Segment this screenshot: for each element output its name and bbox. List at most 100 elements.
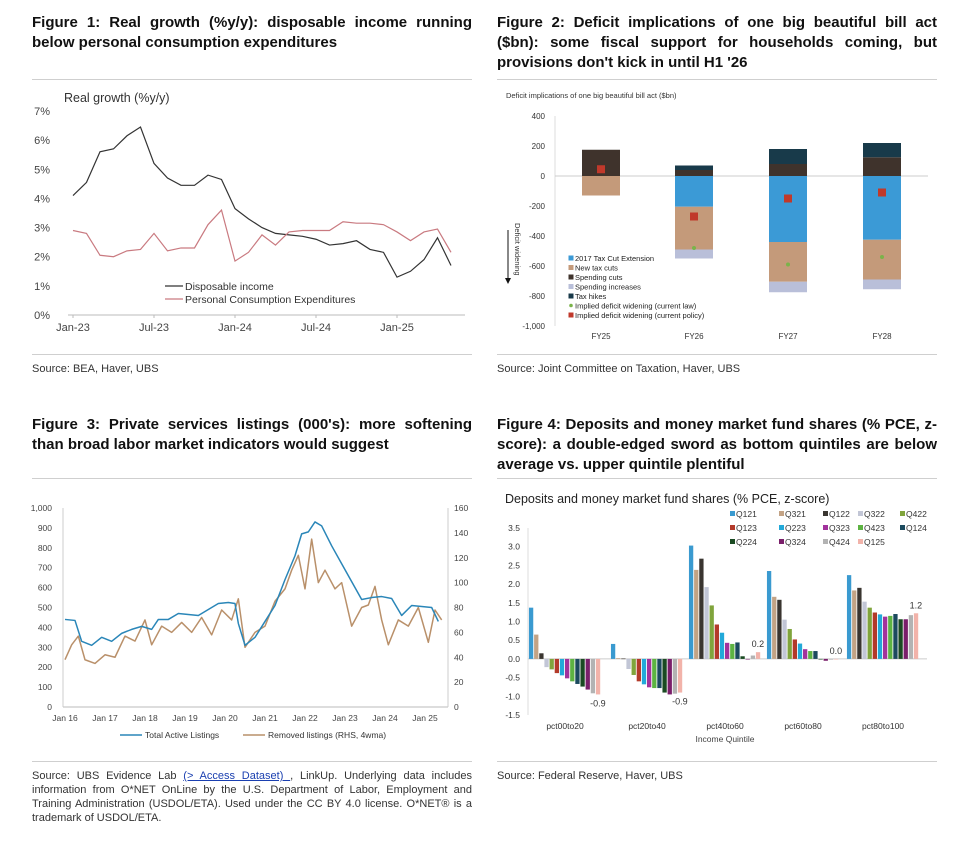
y-tick-label: 800 xyxy=(38,543,52,553)
divider xyxy=(497,478,937,479)
x-tick-label: Jan-25 xyxy=(380,322,414,334)
x-tick-label: FY27 xyxy=(778,332,798,341)
bar xyxy=(787,628,792,659)
bar xyxy=(862,601,867,659)
y-tick-label: 5% xyxy=(34,164,50,176)
x-tick-label: Jan 21 xyxy=(252,713,278,723)
y-tick-label: -200 xyxy=(529,202,546,211)
bar xyxy=(719,632,725,659)
bar xyxy=(808,651,813,659)
data-label: 0.0 xyxy=(830,646,843,656)
legend-swatch xyxy=(568,312,574,318)
marker-current-policy xyxy=(878,188,886,197)
bar-segment xyxy=(769,242,807,282)
y-tick-label: 2% xyxy=(34,252,50,264)
bar xyxy=(652,658,657,689)
figure-1-title: Figure 1: Real growth (%y/y): disposable… xyxy=(32,14,472,51)
chart-title: Deficit implications of one big beautifu… xyxy=(506,91,677,100)
figure-4-source: Source: Federal Reserve, Haver, UBS xyxy=(497,770,683,782)
bar-segment xyxy=(863,157,901,176)
legend-swatch xyxy=(569,303,573,308)
x-tick-label: pct80to100 xyxy=(862,721,904,731)
bar xyxy=(626,658,631,669)
legend-label: Q321 xyxy=(785,509,806,519)
y-tick-label: 2.0 xyxy=(508,579,520,589)
legend-swatch xyxy=(900,525,905,530)
bar xyxy=(694,569,699,659)
source-suffix: , LinkUp. Underlying data includes infor… xyxy=(32,770,472,824)
legend-swatch xyxy=(568,274,574,280)
bar xyxy=(792,639,797,659)
legend-swatch xyxy=(823,539,828,544)
bar-segment xyxy=(582,176,620,196)
bar xyxy=(797,643,803,659)
divider xyxy=(32,79,472,80)
y-tick-label: 1.5 xyxy=(508,598,520,608)
bar-segment xyxy=(863,143,901,158)
bar xyxy=(888,615,893,659)
y-tick-label: 7% xyxy=(34,106,50,118)
y-tick-label: -800 xyxy=(529,292,546,301)
bar xyxy=(554,658,559,674)
bar xyxy=(662,658,667,693)
x-tick-label: Jan 25 xyxy=(412,713,438,723)
legend-label: Q423 xyxy=(864,523,885,533)
series-line-disposable-income xyxy=(72,126,452,278)
x-tick-label: Jul-23 xyxy=(139,322,169,334)
divider xyxy=(497,354,937,355)
y-tick-label: 4% xyxy=(34,193,50,205)
bar xyxy=(735,642,740,659)
x-tick-label: FY28 xyxy=(872,332,892,341)
legend-swatch xyxy=(568,293,574,299)
bar xyxy=(857,587,862,659)
bar-segment xyxy=(769,164,807,176)
legend-label: Q124 xyxy=(906,523,927,533)
x-tick-label: Jan 17 xyxy=(92,713,118,723)
bar xyxy=(677,658,683,693)
y-tick-label: 1,000 xyxy=(31,503,53,513)
divider xyxy=(32,478,472,479)
bar xyxy=(803,649,808,659)
figure-4-chart: Deposits and money market fund shares (%… xyxy=(505,492,927,744)
legend-swatch xyxy=(779,525,784,530)
y-tick-label: 700 xyxy=(38,563,52,573)
bar xyxy=(725,642,730,659)
bar xyxy=(528,607,534,659)
bar xyxy=(883,616,888,659)
bar xyxy=(688,545,694,659)
bar xyxy=(823,658,828,661)
bar xyxy=(647,658,652,688)
legend-label: Q323 xyxy=(829,523,850,533)
x-tick-label: FY25 xyxy=(591,332,611,341)
x-tick-label: pct60to80 xyxy=(784,721,822,731)
legend-swatch xyxy=(858,539,863,544)
chart-title: Deposits and money market fund shares (%… xyxy=(505,492,829,506)
bar xyxy=(641,658,647,685)
bar xyxy=(580,658,585,687)
legend-label: Spending increases xyxy=(575,283,641,292)
bar xyxy=(699,558,704,659)
y-tick-label: -0.5 xyxy=(505,673,520,683)
y-tick-label: 500 xyxy=(38,603,52,613)
bar xyxy=(828,658,834,660)
bar xyxy=(709,605,714,659)
bar xyxy=(913,613,919,659)
bar xyxy=(570,658,575,682)
bar xyxy=(575,658,580,684)
legend-swatch xyxy=(858,525,863,530)
bar xyxy=(750,655,756,659)
y-tick-label: 400 xyxy=(38,622,52,632)
legend-swatch xyxy=(779,511,784,516)
bar xyxy=(893,614,898,659)
bar xyxy=(818,658,823,660)
bar xyxy=(745,658,750,660)
x-tick-label: Jan 20 xyxy=(212,713,238,723)
y-tick-label: 3% xyxy=(34,223,50,235)
access-dataset-link[interactable]: (> Access Dataset) xyxy=(183,770,291,782)
bar xyxy=(877,614,883,659)
y-tick-label: 3.5 xyxy=(508,523,520,533)
x-tick-label: Jan-24 xyxy=(218,322,252,334)
y-tick-label: 200 xyxy=(38,662,52,672)
bar xyxy=(657,658,662,689)
bar-segment xyxy=(675,170,713,176)
